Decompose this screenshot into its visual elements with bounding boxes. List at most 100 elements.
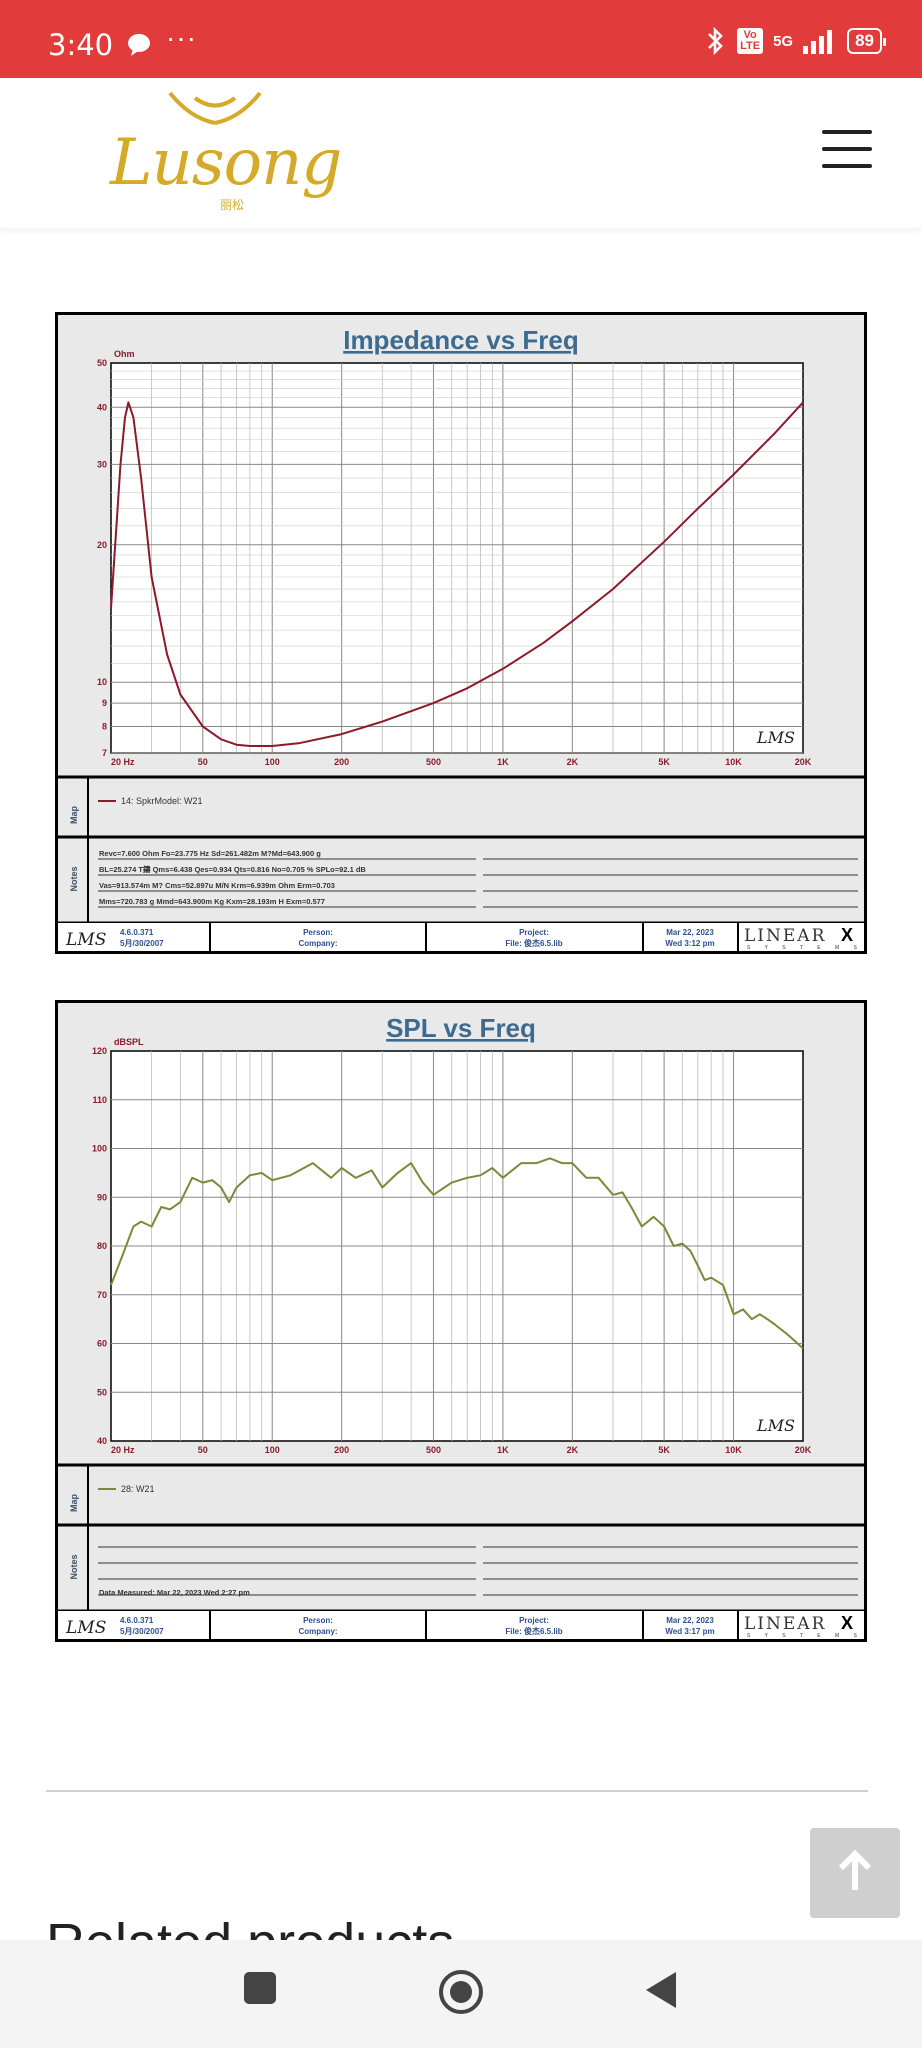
site-logo[interactable]: Lusong 丽松 <box>110 88 342 213</box>
signal-icon <box>803 30 833 54</box>
y-axis-unit: dBSPL <box>114 1037 144 1047</box>
software-version: 4.6.0.371 <box>120 1616 154 1625</box>
back-to-top-button[interactable] <box>810 1828 900 1918</box>
y-tick-label: 9 <box>102 698 107 708</box>
y-tick-label: 20 <box>97 540 107 550</box>
y-tick-label: 8 <box>102 722 107 732</box>
volte-badge: Vo LTE <box>737 28 764 54</box>
arrow-up-icon <box>838 1850 872 1890</box>
hamburger-line-icon <box>822 147 872 151</box>
notes-line: Vas=913.574m M? Cms=52.897u M/N Krm=6.93… <box>99 881 335 890</box>
lms-logo: LMS <box>65 1618 106 1638</box>
impedance-chart: Impedance vs Freq Ohm 50 40 30 20 10 9 8 7 20 Hz 50… <box>55 312 867 954</box>
lms-watermark: LMS <box>756 1416 795 1435</box>
software-version: 4.6.0.371 <box>120 928 154 937</box>
y-tick-label: 30 <box>97 459 107 469</box>
series-line <box>110 1157 804 1350</box>
legend-entry: 28: W21 <box>121 1484 155 1494</box>
notes-line: Revc=7.600 Ohm Fo=23.775 Hz Sd=261.482m … <box>99 849 321 858</box>
y-tick-label: 40 <box>97 1436 107 1446</box>
company-label: Company: <box>298 1627 337 1636</box>
y-tick-label: 80 <box>97 1241 107 1251</box>
recent-apps-button[interactable] <box>244 1972 276 2004</box>
linearx-brand-x: X <box>841 1613 853 1633</box>
hamburger-line-icon <box>822 130 872 134</box>
x-tick-label: 1K <box>497 757 509 767</box>
y-tick-label: 70 <box>97 1290 107 1300</box>
status-icons: Vo LTE 5G 89 <box>705 24 886 58</box>
lms-logo: LMS <box>65 930 106 950</box>
footer-bg <box>58 923 864 951</box>
bluetooth-icon <box>708 26 723 56</box>
status-bar: 3:40 ··· Vo LTE 5G 89 <box>0 0 922 78</box>
project-label: Project: <box>519 928 549 937</box>
x-tick-label: 10K <box>725 757 742 767</box>
home-button[interactable] <box>439 1970 483 2014</box>
measured-date: Mar 22, 2023 <box>666 1616 714 1625</box>
chart-title: SPL vs Freq <box>386 1013 536 1043</box>
project-label: Project: <box>519 1616 549 1625</box>
logo-mark-icon <box>168 91 262 125</box>
notes-label: Notes <box>69 866 79 891</box>
x-tick-label: 20 Hz <box>111 757 135 767</box>
x-tick-label: 50 <box>198 757 208 767</box>
linearx-subtitle: S Y S T E M S <box>747 945 863 951</box>
y-tick-label: 40 <box>97 402 107 412</box>
y-tick-label: 100 <box>92 1144 107 1154</box>
company-label: Company: <box>298 939 337 948</box>
x-tick-label: 200 <box>334 1445 349 1455</box>
x-tick-label: 10K <box>725 1445 742 1455</box>
x-tick-label: 5K <box>658 1445 670 1455</box>
person-label: Person: <box>303 928 333 937</box>
spl-chart: SPL vs Freq dBSPL 120 110 100 90 80 70 60 50 40 20 … <box>55 1000 867 1642</box>
file-label: File: 俊杰6.5.lib <box>505 938 562 948</box>
file-label: File: 俊杰6.5.lib <box>505 1626 562 1636</box>
y-axis-unit: Ohm <box>114 349 135 359</box>
x-tick-label: 100 <box>265 1445 280 1455</box>
back-button[interactable] <box>646 1972 676 2008</box>
site-header: Lusong 丽松 <box>0 78 922 228</box>
x-tick-label: 20 Hz <box>111 1445 135 1455</box>
footer-bg <box>58 1611 864 1639</box>
lms-watermark: LMS <box>756 728 795 747</box>
software-date: 5月/30/2007 <box>120 939 164 948</box>
measured-time: Wed 3:17 pm <box>665 1627 714 1636</box>
linearx-brand: LINEAR <box>744 1614 826 1634</box>
status-time: 3:40 <box>48 28 114 62</box>
x-tick-label: 50 <box>198 1445 208 1455</box>
notes-line: Data Measured: Mar 22, 2023 Wed 2:27 pm <box>99 1588 250 1597</box>
y-tick-label: 110 <box>92 1095 107 1105</box>
x-tick-label: 20K <box>795 1445 812 1455</box>
menu-button[interactable] <box>822 130 876 170</box>
y-tick-label: 10 <box>97 677 107 687</box>
x-tick-label: 500 <box>426 1445 441 1455</box>
x-tick-label: 2K <box>567 757 579 767</box>
chart-title: Impedance vs Freq <box>343 325 579 355</box>
network-type: 5G <box>773 32 794 50</box>
chat-bubble-icon <box>128 34 150 56</box>
notes-line: BL=25.274 T鑄 Qms=6.438 Qes=0.934 Qts=0.8… <box>99 864 366 874</box>
x-tick-label: 5K <box>658 757 670 767</box>
x-tick-label: 1K <box>497 1445 509 1455</box>
more-notifications-icon: ··· <box>166 22 197 53</box>
logo-text: Lusong <box>110 126 342 200</box>
impedance-chart-svg: Impedance vs Freq Ohm 50 40 30 20 10 9 8 7 20 Hz 50… <box>58 325 864 951</box>
map-label: Map <box>69 805 79 824</box>
notes-label: Notes <box>69 1554 79 1579</box>
y-tick-label: 60 <box>97 1339 107 1349</box>
y-tick-label: 50 <box>97 1387 107 1397</box>
y-tick-label: 90 <box>97 1192 107 1202</box>
software-date: 5月/30/2007 <box>120 1627 164 1636</box>
linearx-brand-x: X <box>841 925 853 945</box>
notes-line: Mms=720.783 g Mmd=643.900m Kg Kxm=28.193… <box>99 897 325 906</box>
legend-entry: 14: SpkrModel: W21 <box>121 796 203 806</box>
hamburger-line-icon <box>822 164 872 168</box>
x-tick-label: 200 <box>334 757 349 767</box>
x-tick-label: 20K <box>795 757 812 767</box>
y-tick-label: 50 <box>97 358 107 368</box>
x-tick-label: 500 <box>426 757 441 767</box>
person-label: Person: <box>303 1616 333 1625</box>
battery-level: 89 <box>847 28 886 54</box>
y-tick-label: 7 <box>102 748 107 758</box>
linearx-brand: LINEAR <box>744 926 826 946</box>
